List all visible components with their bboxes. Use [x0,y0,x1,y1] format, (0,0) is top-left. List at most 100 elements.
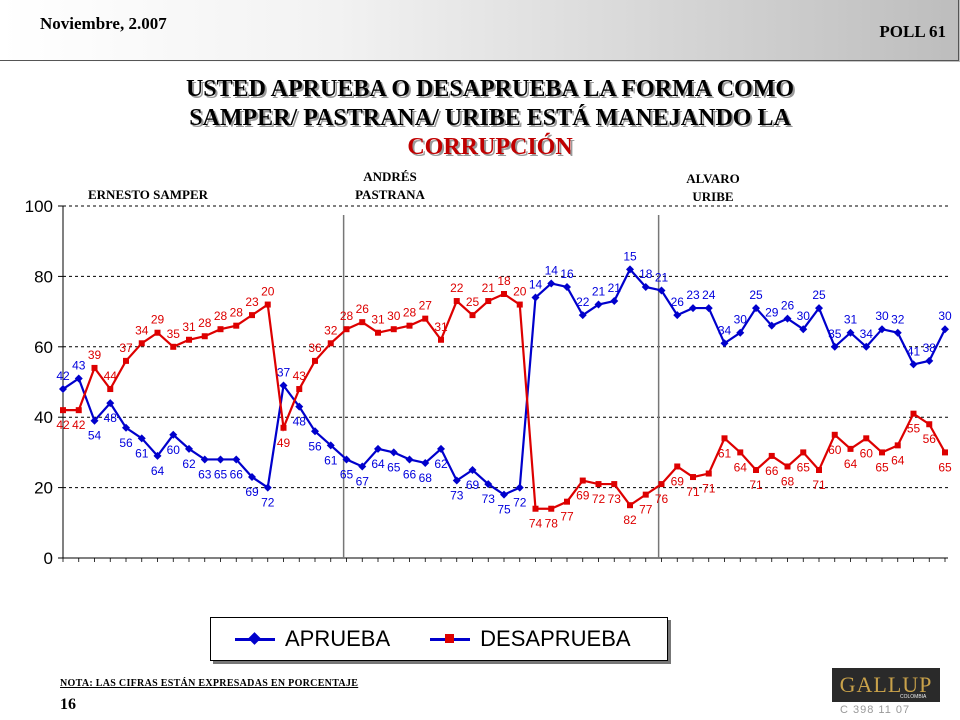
point-aprueba [468,466,477,474]
data-label-desaprueba: 73 [608,492,622,506]
point-aprueba [531,293,540,302]
era-uribe-line2: URIBE [692,189,734,204]
data-label-desaprueba: 22 [450,281,464,295]
data-label-desaprueba: 39 [88,348,102,362]
data-label-aprueba: 30 [875,309,889,323]
point-desaprueba [690,474,696,481]
point-aprueba [689,304,697,313]
title-line-3: CORRUPCIÓN [407,134,573,160]
data-label-desaprueba: 74 [529,517,543,531]
data-label-desaprueba: 71 [702,482,716,496]
data-label-aprueba: 62 [434,457,448,471]
point-aprueba [626,265,634,274]
data-label-aprueba: 48 [104,411,118,425]
data-label-desaprueba: 36 [308,341,322,355]
point-desaprueba [233,322,240,329]
data-label-aprueba: 72 [261,496,275,510]
data-label-aprueba: 25 [749,288,763,302]
data-label-aprueba: 66 [230,467,244,481]
point-aprueba [673,311,682,320]
data-label-aprueba: 67 [356,474,370,488]
data-label-desaprueba: 31 [182,320,196,334]
data-label-aprueba: 69 [466,478,480,492]
data-label-desaprueba: 68 [781,474,795,488]
data-label-desaprueba: 66 [765,464,779,478]
point-desaprueba [438,336,444,343]
data-label-aprueba: 35 [828,327,842,341]
data-label-desaprueba: 26 [356,302,370,316]
point-aprueba [326,441,335,450]
point-desaprueba [627,502,633,509]
data-label-aprueba: 43 [72,358,86,372]
data-label-desaprueba: 30 [387,309,401,323]
point-aprueba [909,360,918,369]
point-aprueba [893,328,902,337]
point-desaprueba [406,322,413,329]
data-label-desaprueba: 56 [923,432,937,446]
point-aprueba [216,455,225,464]
point-desaprueba [579,477,586,484]
point-desaprueba [611,481,618,488]
point-aprueba [830,342,839,351]
point-aprueba [657,286,666,295]
data-label-desaprueba: 42 [72,418,86,432]
point-desaprueba [485,298,492,305]
point-desaprueba [249,312,255,319]
data-label-desaprueba: 27 [419,299,433,313]
point-aprueba [799,325,808,334]
point-aprueba [153,451,162,460]
point-aprueba [248,473,256,482]
point-desaprueba [343,326,350,333]
y-tick-label: 40 [34,408,53,427]
point-desaprueba [123,357,129,364]
data-label-aprueba: 73 [482,492,496,506]
point-aprueba [232,455,241,464]
data-label-aprueba: 54 [88,429,102,443]
point-desaprueba [768,452,775,459]
data-label-desaprueba: 43 [293,369,307,383]
data-label-aprueba: 26 [671,295,685,309]
point-desaprueba [390,326,397,333]
data-label-desaprueba: 37 [119,341,133,355]
point-desaprueba [75,407,82,414]
data-label-aprueba: 29 [765,306,779,320]
point-desaprueba [737,449,744,456]
data-label-aprueba: 30 [734,313,748,327]
point-desaprueba [784,463,791,470]
era-label-samper: ERNESTO SAMPER [88,187,209,202]
point-desaprueba [469,312,476,319]
data-label-desaprueba: 28 [198,316,212,330]
point-aprueba [263,483,272,492]
data-label-aprueba: 26 [781,299,795,313]
point-aprueba [704,304,713,313]
point-desaprueba [926,421,933,428]
point-aprueba [437,444,445,453]
data-label-aprueba: 61 [135,446,149,460]
data-label-desaprueba: 71 [749,478,763,492]
data-label-aprueba: 14 [529,278,543,292]
data-label-aprueba: 38 [923,341,937,355]
header-poll: POLL 61 [879,22,946,41]
y-tick-label: 60 [34,338,53,357]
point-desaprueba [674,463,681,470]
header-band [0,0,960,62]
point-desaprueba [296,386,303,393]
title-line-2: SAMPER/ PASTRANA/ URIBE ESTÁ MANEJANDO L… [189,105,791,131]
point-aprueba [358,462,367,471]
point-desaprueba [595,481,602,488]
point-desaprueba [942,449,948,456]
footnote: NOTA: LAS CIFRAS ESTÁN EXPRESADAS EN POR… [60,678,359,689]
page-number: 16 [60,696,76,713]
data-label-desaprueba: 20 [513,285,527,299]
data-label-desaprueba: 65 [875,460,889,474]
data-label-aprueba: 42 [56,369,70,383]
gallup-logo-sub: COLOMBIA [900,694,927,700]
point-aprueba [389,448,398,457]
report-code: C 398 11 07 [840,704,911,716]
point-aprueba [767,321,776,330]
point-desaprueba [138,340,145,347]
data-label-desaprueba: 64 [734,460,748,474]
era-label-uribe: ALVARO URIBE [668,170,758,206]
point-aprueba [815,304,823,313]
data-label-aprueba: 68 [419,471,433,485]
